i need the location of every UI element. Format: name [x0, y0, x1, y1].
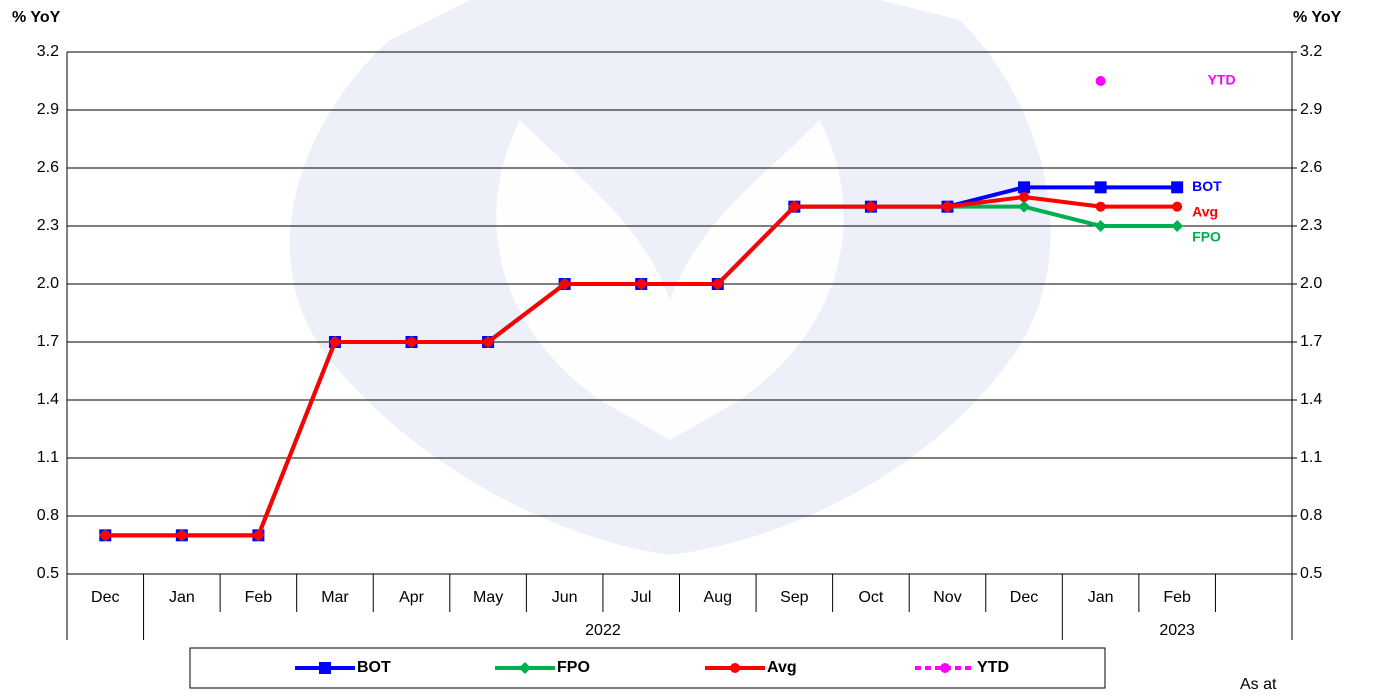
y2-tick-label: 2.3 [1300, 217, 1322, 234]
legend-label: BOT [357, 659, 391, 676]
legend-marker [940, 663, 950, 673]
y2-tick-label: 0.5 [1300, 565, 1322, 582]
legend-label: FPO [557, 659, 590, 676]
marker [177, 530, 187, 540]
x-tick-label: Aug [704, 589, 732, 606]
marker [100, 530, 110, 540]
x-tick-label: Jun [552, 589, 578, 606]
x-tick-label: Dec [91, 589, 119, 606]
series-end-label: FPO [1192, 229, 1221, 245]
footnote: As at [1240, 676, 1277, 693]
year-label: 2023 [1159, 622, 1195, 639]
y-tick-label: 0.8 [37, 507, 59, 524]
y2-tick-label: 1.7 [1300, 333, 1322, 350]
legend-label: YTD [977, 659, 1009, 676]
marker [1095, 181, 1107, 193]
x-tick-label: Mar [321, 589, 349, 606]
marker [942, 202, 952, 212]
marker [330, 337, 340, 347]
y2-tick-label: 0.8 [1300, 507, 1322, 524]
x-tick-label: Feb [245, 589, 273, 606]
y-tick-label: 2.0 [37, 275, 59, 292]
y2-tick-label: 2.0 [1300, 275, 1322, 292]
legend-marker [730, 663, 740, 673]
marker [1018, 181, 1030, 193]
x-tick-label: Jan [1088, 589, 1114, 606]
marker [1171, 181, 1183, 193]
y-tick-label: 2.6 [37, 159, 59, 176]
series-end-label: YTD [1208, 72, 1236, 88]
legend-label: Avg [767, 659, 797, 676]
x-tick-label: Sep [780, 589, 809, 606]
x-tick-label: Jul [631, 589, 651, 606]
x-tick-label: Jan [169, 589, 195, 606]
y-tick-label: 3.2 [37, 43, 59, 60]
right-axis-label: % YoY [1293, 9, 1342, 26]
x-tick-label: May [473, 589, 503, 606]
marker [253, 530, 263, 540]
series-end-label: Avg [1192, 203, 1218, 219]
x-tick-label: Nov [933, 589, 961, 606]
watermark [290, 0, 1051, 555]
marker [560, 279, 570, 289]
marker [1096, 76, 1106, 86]
y-tick-label: 1.7 [37, 333, 59, 350]
y-tick-label: 2.9 [37, 101, 59, 118]
marker [789, 202, 799, 212]
marker [483, 337, 493, 347]
y-tick-label: 1.4 [37, 391, 59, 408]
year-label: 2022 [585, 622, 621, 639]
marker [1019, 192, 1029, 202]
series-end-label: BOT [1192, 178, 1222, 194]
y2-tick-label: 2.9 [1300, 101, 1322, 118]
y-tick-label: 0.5 [37, 565, 59, 582]
marker [1096, 202, 1106, 212]
x-tick-label: Feb [1163, 589, 1191, 606]
legend-marker [319, 662, 331, 674]
x-tick-label: Apr [399, 589, 425, 606]
marker [866, 202, 876, 212]
y2-tick-label: 3.2 [1300, 43, 1322, 60]
y2-tick-label: 1.1 [1300, 449, 1322, 466]
marker [1172, 202, 1182, 212]
marker [1171, 220, 1183, 232]
marker [1095, 220, 1107, 232]
x-tick-label: Oct [858, 589, 883, 606]
marker [713, 279, 723, 289]
y2-tick-label: 2.6 [1300, 159, 1322, 176]
y2-tick-label: 1.4 [1300, 391, 1322, 408]
chart: % YoY % YoY As at 0.5 0.8 1.1 1.4 1.7 2.0 2.3 2… [0, 0, 1373, 697]
marker [636, 279, 646, 289]
marker [407, 337, 417, 347]
x-tick-label: Dec [1010, 589, 1038, 606]
y-tick-label: 2.3 [37, 217, 59, 234]
left-axis-label: % YoY [12, 9, 61, 26]
y-tick-label: 1.1 [37, 449, 59, 466]
